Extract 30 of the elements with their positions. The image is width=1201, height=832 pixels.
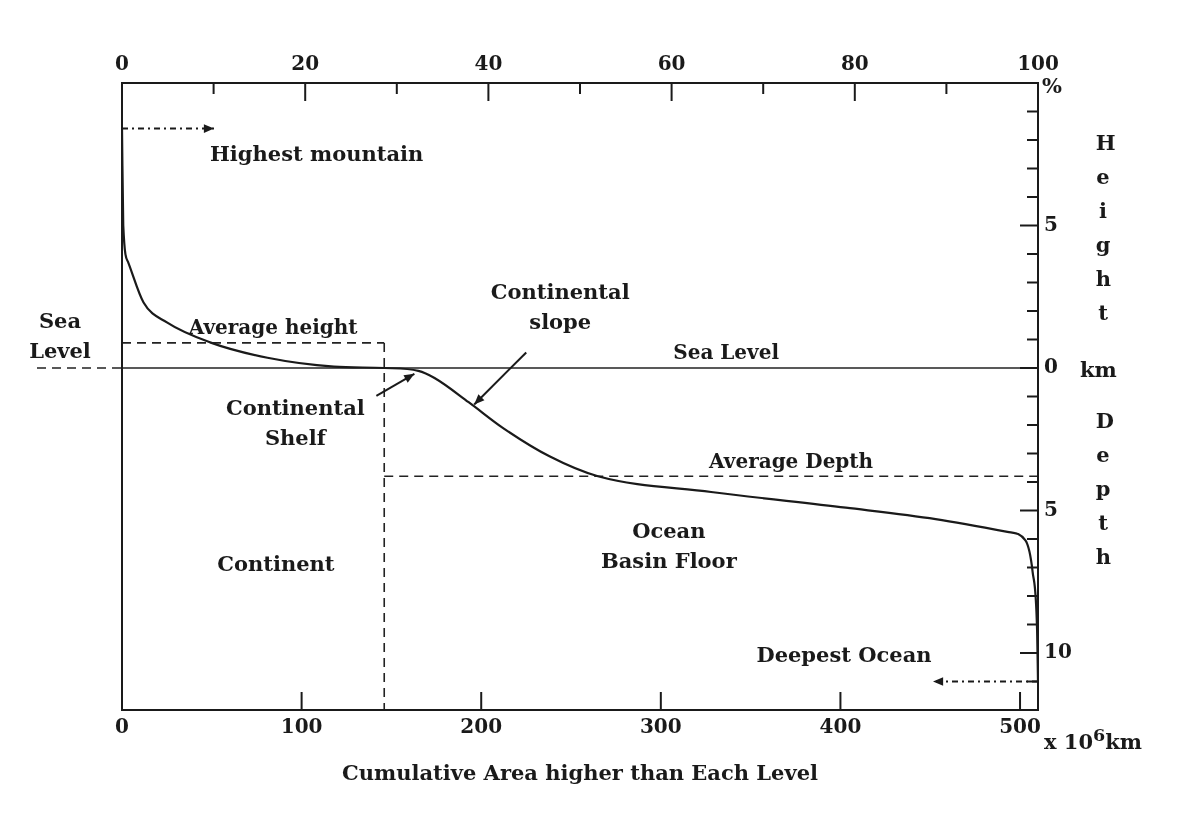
x-tick-label: 200 [460, 714, 503, 739]
annotation: Deepest Ocean [756, 640, 932, 669]
ref-line-label: Average Depth [708, 448, 874, 473]
y-tick-label: 0 [1044, 354, 1058, 379]
x-tick-label: 500 [999, 714, 1041, 739]
x-tick-label: 0 [115, 714, 129, 739]
x-tick-label: 300 [639, 714, 682, 739]
ref-line-label: Sea Level [673, 340, 780, 365]
x2-tick-label: 40 [474, 51, 503, 76]
text: Depth [1095, 407, 1114, 571]
annotation: Ocean Basin Floor [600, 516, 737, 575]
annotation: Continental slope [490, 278, 630, 337]
x2-tick-label: 60 [657, 51, 686, 76]
annotation: Continental Shelf [225, 393, 365, 452]
x-tick-label: 100 [280, 714, 323, 739]
y-tick-label: 5 [1044, 211, 1058, 236]
text: Sea Level [29, 307, 91, 365]
y-axis-title: Height [1095, 129, 1116, 327]
x-axis-title: Cumulative Area higher than Each Level [342, 759, 818, 787]
text: x 10$^{6}$km [1044, 724, 1143, 756]
text: km [1080, 356, 1117, 384]
y-tick-label: 10 [1044, 639, 1072, 664]
x2-tick-label: 80 [840, 51, 869, 76]
x-tick-label: 400 [819, 714, 862, 739]
annotation: Highest mountain [210, 139, 424, 168]
ref-line-label: Average height [187, 315, 359, 340]
x2-tick-label: 20 [291, 51, 320, 76]
annotation: Continent [217, 550, 335, 579]
x2-tick-label: 0 [115, 51, 129, 76]
y-tick-label: 5 [1044, 496, 1058, 521]
